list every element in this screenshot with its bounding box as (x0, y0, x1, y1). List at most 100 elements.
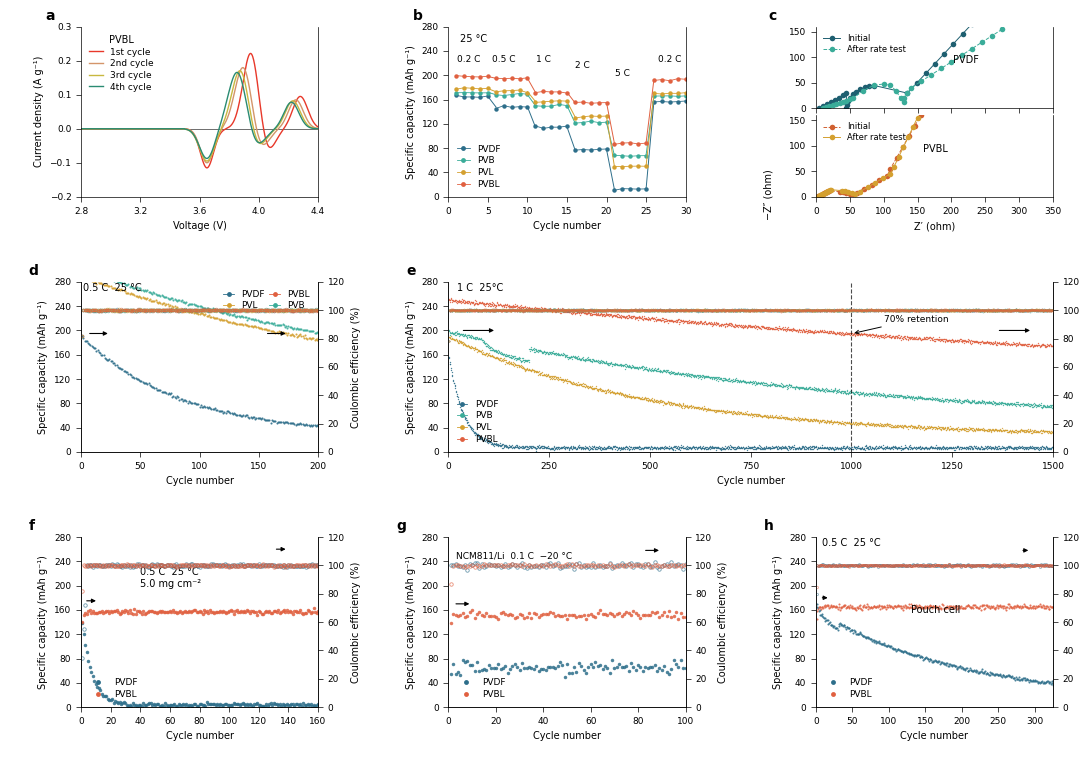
X-axis label: Cycle number: Cycle number (165, 476, 233, 486)
After rate test (975, 37, 988, 46)
Initial (841, 97, 854, 106)
Text: 0.5 C: 0.5 C (492, 56, 515, 64)
Y-axis label: Coulombic efficiency (%): Coulombic efficiency (%) (718, 562, 728, 683)
After rate test (877, 79, 890, 88)
Initial (840, 88, 853, 98)
3rd cycle (213, 130, 226, 139)
1st cycle (219, 125, 232, 134)
After rate test (896, 142, 909, 152)
Initial (816, 190, 829, 199)
4th cycle (219, 102, 232, 111)
Initial (843, 189, 856, 198)
After rate test (904, 83, 917, 92)
1st cycle (89, 124, 102, 133)
After rate test (945, 57, 958, 66)
Text: 5.0 mg cm⁻²: 5.0 mg cm⁻² (140, 579, 201, 589)
X-axis label: Cycle number: Cycle number (534, 221, 600, 231)
After rate test (996, 24, 1009, 34)
After rate test (847, 94, 860, 103)
After rate test (829, 99, 842, 108)
After rate test (912, 113, 924, 122)
X-axis label: Cycle number: Cycle number (165, 732, 233, 741)
Y-axis label: Specific capacity (mAh g⁻¹): Specific capacity (mAh g⁻¹) (39, 555, 49, 689)
3rd cycle (280, 107, 293, 116)
2nd cycle (312, 124, 325, 133)
Initial (812, 192, 825, 201)
After rate test (821, 187, 834, 196)
Initial (815, 190, 828, 199)
Legend: Initial, After rate test: Initial, After rate test (820, 119, 909, 146)
Initial (843, 93, 856, 102)
After rate test (955, 51, 968, 60)
Initial (818, 189, 831, 198)
Initial (850, 87, 863, 96)
1st cycle (244, 49, 257, 58)
After rate test (824, 185, 837, 194)
Text: d: d (29, 264, 39, 278)
Line: 1st cycle: 1st cycle (81, 53, 319, 168)
Initial (847, 190, 860, 199)
Initial (902, 132, 915, 141)
After rate test (820, 187, 833, 197)
Line: 4th cycle: 4th cycle (81, 72, 319, 158)
4th cycle (75, 124, 87, 133)
After rate test (838, 187, 851, 196)
Initial (816, 101, 829, 110)
Initial (813, 191, 826, 200)
After rate test (849, 189, 862, 198)
After rate test (935, 64, 948, 73)
2nd cycle (219, 118, 232, 127)
1st cycle (280, 121, 293, 130)
2nd cycle (280, 113, 293, 122)
Legend: PVDF, PVBL: PVDF, PVBL (453, 674, 509, 703)
Initial (863, 82, 876, 91)
Legend: PVDF, PVB, PVL, PVBL: PVDF, PVB, PVL, PVBL (453, 141, 504, 192)
Text: PVDF: PVDF (954, 56, 980, 66)
4th cycle (200, 154, 213, 163)
After rate test (856, 86, 869, 95)
Initial (896, 142, 909, 152)
Initial (824, 98, 837, 107)
3rd cycle (89, 124, 102, 133)
Text: c: c (769, 9, 777, 23)
2nd cycle (200, 158, 213, 168)
4th cycle (213, 125, 226, 134)
Initial (910, 78, 923, 88)
Initial (811, 192, 824, 201)
After rate test (966, 44, 978, 53)
Text: 25 °C: 25 °C (460, 34, 487, 44)
Initial (947, 40, 960, 49)
After rate test (812, 191, 825, 200)
After rate test (846, 188, 859, 197)
Initial (837, 187, 850, 197)
3rd cycle (75, 124, 87, 133)
Text: 70% retention: 70% retention (855, 315, 948, 334)
After rate test (915, 77, 928, 86)
Legend: PVDF, PVB, PVL, PVBL: PVDF, PVB, PVL, PVBL (453, 396, 502, 447)
1st cycle (213, 132, 226, 141)
Y-axis label: Specific capacity (mAh g⁻¹): Specific capacity (mAh g⁻¹) (39, 300, 49, 434)
After rate test (823, 101, 836, 110)
Initial (833, 187, 846, 197)
Initial (822, 187, 835, 196)
Text: 1 C  25°C: 1 C 25°C (457, 283, 503, 293)
Initial (823, 186, 836, 195)
After rate test (883, 169, 896, 178)
Line: 3rd cycle: 3rd cycle (81, 71, 319, 161)
After rate test (843, 94, 856, 104)
Initial (908, 121, 921, 130)
After rate test (897, 98, 910, 107)
3rd cycle (255, 139, 268, 148)
1st cycle (312, 123, 325, 132)
After rate test (815, 190, 828, 199)
2nd cycle (75, 124, 87, 133)
Initial (840, 104, 853, 113)
Text: g: g (396, 519, 406, 533)
Initial (828, 95, 841, 104)
4th cycle (280, 104, 293, 114)
After rate test (842, 187, 855, 197)
1st cycle (200, 163, 213, 172)
Text: 0.5 C  25 °C: 0.5 C 25 °C (83, 283, 141, 293)
After rate test (816, 104, 829, 113)
Text: −Z″ (ohm): −Z″ (ohm) (764, 169, 774, 219)
